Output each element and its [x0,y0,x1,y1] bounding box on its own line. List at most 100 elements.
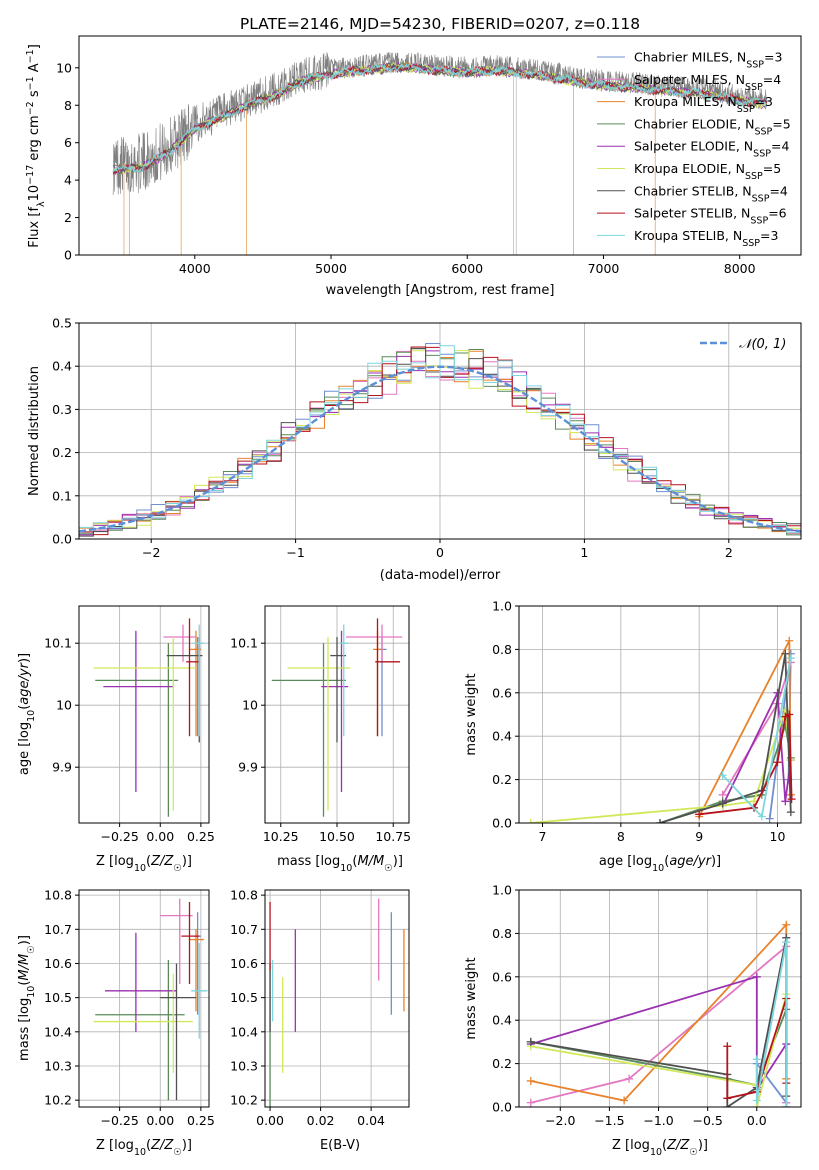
mass-vs-ebv-frame [264,889,410,1108]
mass-weight-vs-Z-marker [752,1055,761,1064]
legend-entry-6: Chabrier STELIB, NSSP=4 [634,183,788,204]
mass-weight-vs-age-marker [787,795,796,804]
mass-vs-Z-frame [78,889,210,1108]
legend-entry-8: Kroupa STELIB, NSSP=3 [634,228,778,249]
mass-weight-vs-Z-xtick-label: −1.0 [643,1113,673,1128]
residuals-ytick-label: 0.5 [52,316,72,331]
mass-vs-Z-panel: −0.25 0.00 0.25 10.2 10.3 10.4 10.5 10.6 10.7 10.… [17,888,215,1158]
mass-weight-vs-age-marker [757,812,766,821]
mass-weight-vs-Z-marker [752,972,761,981]
age-vs-Z-ytick-label: 9.9 [52,760,72,775]
mass-weight-vs-age-marker [695,810,704,819]
mass-vs-ebv-panel: 0.00 0.02 0.04 10.2 10.3 10.4 10.5 10.6 10.7 10.8… [230,888,410,1153]
mass-weight-vs-Z-marker [782,938,791,947]
spectrum-panel: 4000 5000 6000 7000 8000 0 2 4 6 8 10 wavelength [A… [25,35,802,298]
spectrum-xtick-label: 8000 [724,261,756,276]
mass-weight-vs-Z-xtick-label: 0.0 [747,1113,767,1128]
spectrum-ytick-label: 4 [64,173,72,188]
mass-weight-vs-age-marker [656,819,664,823]
mass-weight-vs-age-marker [526,819,535,823]
residuals-ytick-label: 0.1 [52,488,72,503]
mass-weight-vs-age-ytick-label: 0.8 [492,642,512,657]
age-vs-Z-xtick-label: −0.25 [100,829,138,844]
residuals-ytick-label: 0.2 [52,445,72,460]
mass-weight-vs-age-marker [765,814,774,823]
spectrum-ytick-label: 2 [64,210,72,225]
mass-weight-vs-age-ytick-label: 1.0 [492,599,512,614]
mass-weight-vs-Z-panel: −2.0 −1.5 −1.0 −0.5 0.0 0.0 0.2 0.4 0.6 0.8 1.0 mas… [464,883,802,1158]
mass-weight-vs-Z-marker [526,1037,535,1046]
mass-vs-Z-xtick-label: 0.25 [187,1113,215,1128]
mass-vs-ebv-ytick-label: 10.4 [230,1024,258,1039]
mass-weight-vs-age-line-salpeter-stelib [699,713,793,816]
mass-vs-Z-ytick-label: 10.7 [44,922,72,937]
spectrum-xtick-label: 7000 [588,261,620,276]
model-spectrum-kroupa-stelib [112,63,768,173]
age-vs-mass-xtick-label: 10.50 [319,829,355,844]
age-vs-Z-ytick-label: 10.1 [44,636,72,651]
age-vs-Z-ytick-label: 10 [56,698,72,713]
mass-weight-vs-Z-ytick-label: 0.0 [492,1100,512,1115]
mass-weight-vs-age-ytick-label: 0.4 [492,729,512,744]
mass-weight-vs-Z-marker [782,920,791,929]
mass-weight-vs-Z-marker [752,1096,761,1105]
mass-vs-ebv-ytick-label: 10.7 [230,922,258,937]
mass-weight-vs-age-marker [773,758,782,767]
figure-title: PLATE=2146, MJD=54230, FIBERID=0207, z=0… [240,15,640,33]
mass-weight-vs-age-xlabel: age [log10(age/yr)] [599,854,721,874]
age-vs-Z-plot-area [93,618,205,817]
mass-weight-vs-Z-marker [526,1098,535,1107]
age-vs-Z-frame [78,605,210,824]
mass-weight-vs-Z-xtick-label: −0.5 [692,1113,722,1128]
mass-weight-vs-age-panel: 7 8 9 10 0.0 0.2 0.4 0.6 0.8 1.0 mass weight age [l… [464,599,802,874]
mass-weight-vs-age-marker [785,710,794,719]
model-spectrum-salpeter-stelib [112,62,768,175]
mass-vs-Z-ylabel: mass [log10(M/M☉)] [17,935,37,1061]
mass-weight-vs-Z-marker [620,1096,629,1105]
mass-weight-vs-Z-ylabel: mass weight [464,957,479,1039]
mass-weight-vs-age-xtick-label: 10 [770,829,786,844]
age-vs-mass-xtick-label: 10.75 [375,829,411,844]
legend-entry-2: Kroupa MILES, NSSP=3 [634,94,773,115]
mass-vs-Z-ytick-label: 10.5 [44,990,72,1005]
mass-weight-vs-age-marker [718,799,727,808]
age-vs-mass-xtick-label: 10.25 [263,829,299,844]
mass-weight-vs-age-marker [786,808,795,817]
mass-weight-vs-Z-marker [625,1074,634,1083]
mass-vs-Z-xlabel: Z [log10(Z/Z☉)] [96,1138,192,1158]
mass-vs-ebv-ytick-label: 10.6 [230,956,258,971]
mass-weight-vs-Z-xtick-label: −2.0 [545,1113,575,1128]
age-vs-mass-ytick-label: 10.1 [230,636,258,651]
spectrum-ytick-label: 6 [64,135,72,150]
age-vs-Z-panel: −0.25 0.00 0.25 9.9 10 10.1 Z [log10(Z/Z☉)] age… [17,605,215,874]
mass-weight-vs-Z-ytick-label: 1.0 [492,883,512,898]
mass-vs-Z-xtick-label: 0.00 [146,1113,174,1128]
mass-weight-vs-Z-ytick-label: 0.2 [492,1056,512,1071]
mass-vs-ebv-xtick-label: 0.00 [256,1113,284,1128]
mass-weight-vs-age-plot-area [526,636,796,823]
mass-weight-vs-age-ytick-label: 0.0 [492,816,512,831]
spectrum-xtick-label: 5000 [315,261,347,276]
residuals-ytick-label: 0.4 [52,359,72,374]
mass-weight-vs-age-ytick-label: 0.2 [492,772,512,787]
mass-vs-ebv-ytick-label: 10.8 [230,888,258,903]
mass-vs-ebv-ytick-label: 10.5 [230,990,258,1005]
age-vs-mass-panel: 10.25 10.50 10.75 9.9 10 10.1 mass [log10(M/M☉… [230,605,411,874]
age-vs-Z-ylabel: age [log10(age/yr)] [17,653,37,775]
mass-vs-Z-ytick-label: 10.2 [44,1093,72,1108]
gaussian-legend-label: 𝒩(0, 1) [739,337,786,352]
residuals-xtick-label: −1 [286,545,304,560]
mass-weight-vs-Z-frame [518,889,802,1108]
mass-vs-ebv-xtick-label: 0.04 [357,1113,385,1128]
mass-vs-ebv-plot-area [269,898,405,1107]
mass-weight-vs-age-xtick-label: 7 [539,829,547,844]
mass-weight-vs-age-xtick-label: 9 [695,829,703,844]
mass-weight-vs-Z-xlabel: Z [log10(Z/Z☉)] [612,1138,708,1158]
spectrum-ytick-label: 8 [64,98,72,113]
residuals-ylabel: Normed distribution [27,366,42,496]
mass-weight-vs-age-line-salpeter-elodie [721,689,792,806]
age-vs-Z-xtick-label: 0.00 [146,829,174,844]
mass-weight-vs-Z-line-kroupa-stelib [755,941,788,1107]
mass-weight-vs-age-marker [781,649,790,658]
